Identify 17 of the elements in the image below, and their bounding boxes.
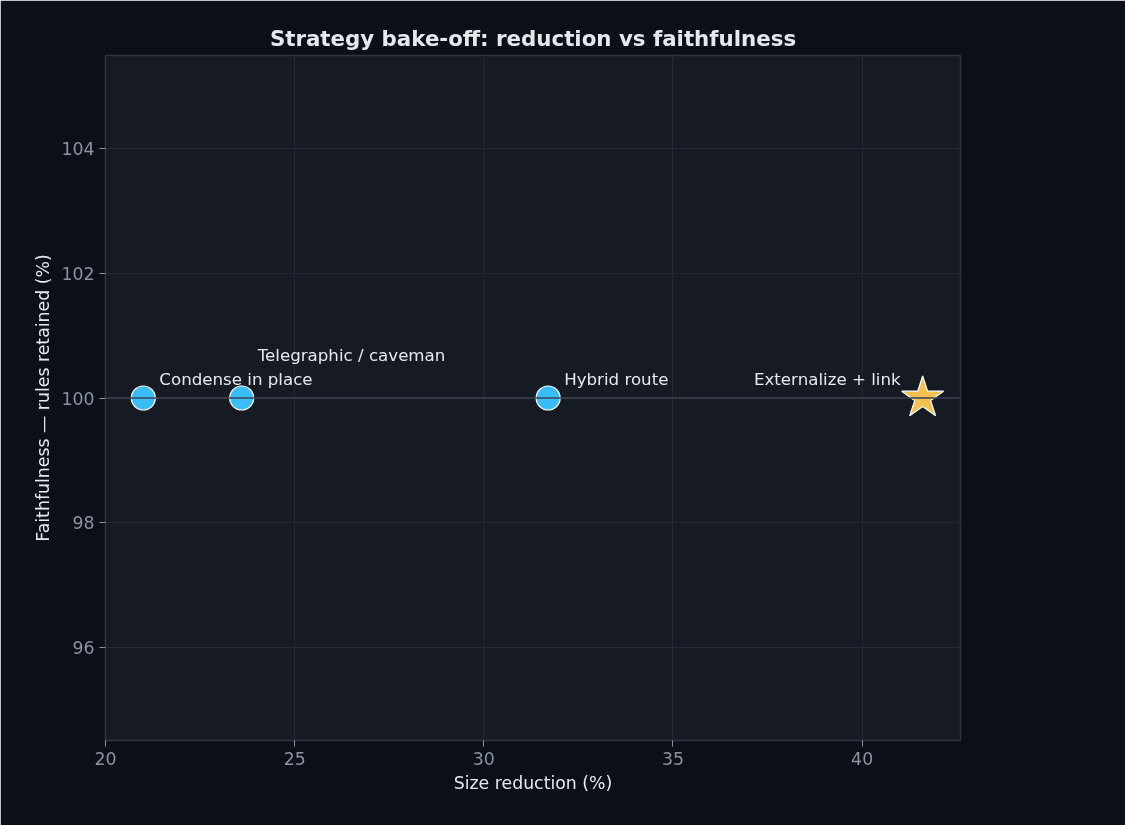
y-tick-label: 96 (72, 637, 95, 658)
x-tick-label: 30 (472, 748, 495, 769)
x-tick-label: 40 (851, 748, 874, 769)
y-tick-label: 98 (72, 513, 95, 534)
annotation: Condense in place (159, 370, 313, 389)
y-tick-label: 104 (61, 139, 95, 160)
x-tick-label: 20 (94, 748, 117, 769)
x-tick-label: 25 (283, 748, 306, 769)
x-tick-label: 35 (661, 748, 685, 769)
y-tick-label: 102 (61, 263, 95, 284)
annotation: Externalize + link (753, 370, 902, 389)
annotation: Telegraphic / caveman (256, 346, 446, 365)
y-tick-label: 100 (61, 388, 95, 409)
y-axis-title: Faithfulness — rules retained (%) (33, 254, 54, 542)
annotation: Hybrid route (564, 370, 669, 389)
x-axis-title: Size reduction (%) (453, 772, 613, 793)
chart-title: Strategy bake-off: reduction vs faithfulness (269, 25, 797, 51)
